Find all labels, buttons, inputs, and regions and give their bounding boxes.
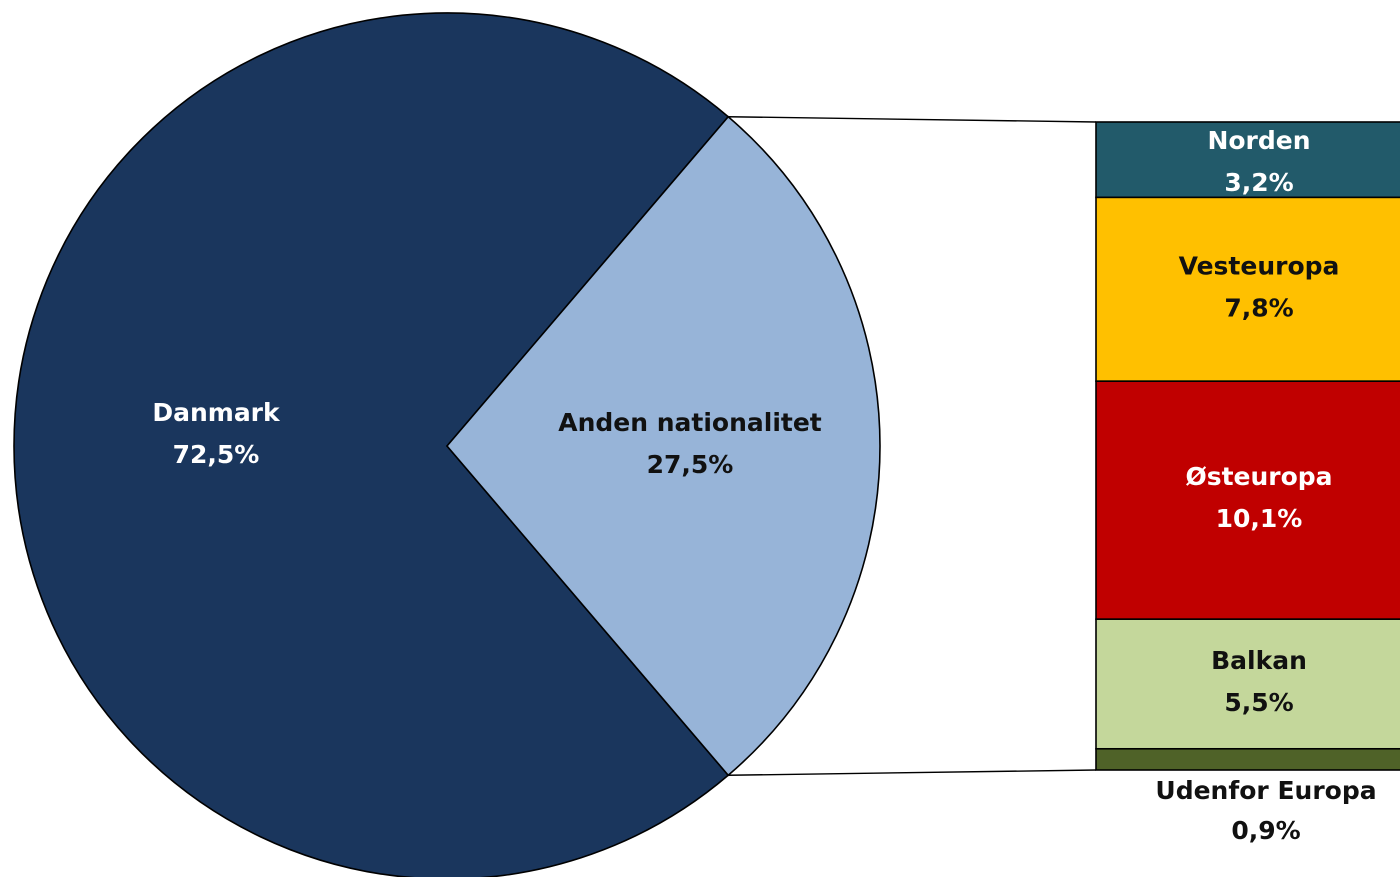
- bar-segment-udenfor-europa: [1095, 747, 1400, 771]
- bar-value-udenfor-europa: 0,9%: [1231, 816, 1300, 845]
- bar-value-norden: 3,2%: [1224, 168, 1293, 197]
- connector-lines: [728, 116, 1097, 776]
- pie-label-anden-nationalitet: Anden nationalitet: [558, 408, 822, 437]
- bar-segment-balkan: [1095, 618, 1400, 750]
- pie-slice-anden-nationalitet: [445, 115, 881, 777]
- connector-line-top: [728, 116, 1097, 123]
- bar-label-osteuropa: Østeuropa: [1185, 462, 1332, 491]
- bar-segment-osteuropa: [1095, 380, 1400, 620]
- pie: [13, 12, 881, 877]
- breakdown-bar: [1095, 121, 1400, 771]
- pie-value-anden-nationalitet: 27,5%: [647, 450, 734, 479]
- pie-value-danmark: 72,5%: [173, 440, 260, 469]
- bar-value-osteuropa: 10,1%: [1216, 504, 1303, 533]
- bar-label-udenfor-europa: Udenfor Europa: [1155, 776, 1376, 805]
- bar-segment-vesteuropa: [1095, 196, 1400, 382]
- pie-slice-danmark: [13, 12, 730, 877]
- bar-label-norden: Norden: [1207, 126, 1310, 155]
- pie-label-danmark: Danmark: [152, 398, 281, 427]
- bar-value-vesteuropa: 7,8%: [1224, 293, 1293, 322]
- data-labels: Danmark 72,5% Anden nationalitet 27,5% Norde…: [152, 126, 1376, 845]
- bar-value-balkan: 5,5%: [1224, 688, 1293, 717]
- bar-label-balkan: Balkan: [1211, 646, 1307, 675]
- bar-label-vesteuropa: Vesteuropa: [1179, 251, 1340, 280]
- connector-line-bottom: [728, 769, 1097, 776]
